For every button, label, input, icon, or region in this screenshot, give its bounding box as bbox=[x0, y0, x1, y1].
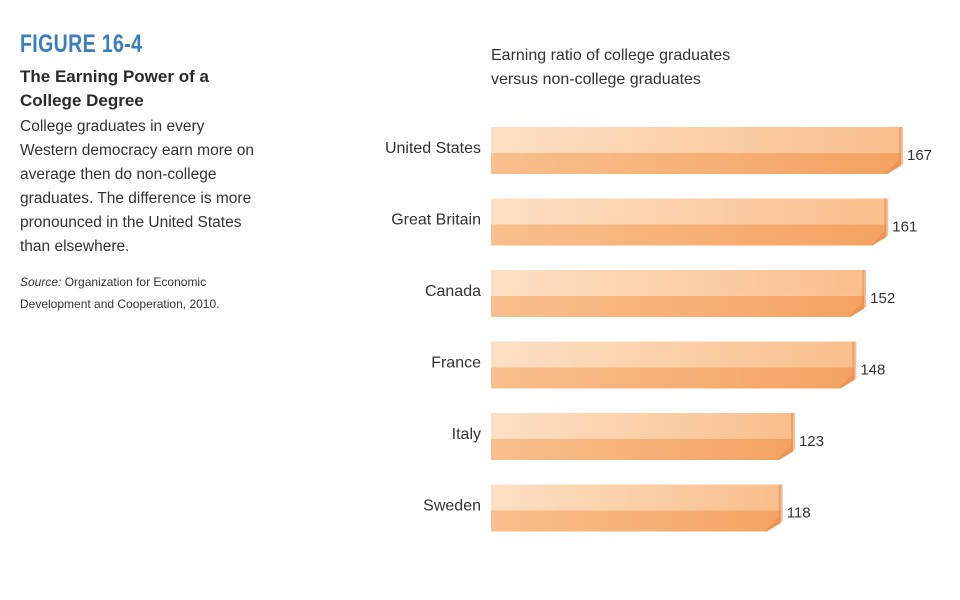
bar-shade bbox=[491, 152, 901, 174]
bar-series: United States 167 Great Britain 161 Canada 15… bbox=[385, 127, 932, 532]
data-label: 167 bbox=[907, 147, 932, 164]
bar-group: France 148 bbox=[431, 341, 885, 389]
figure-source: Source: Organization for Economic Develo… bbox=[20, 271, 260, 315]
data-label: 152 bbox=[870, 290, 895, 307]
category-label: United States bbox=[385, 140, 481, 157]
bar-group: Great Britain 161 bbox=[391, 198, 917, 246]
category-label: Sweden bbox=[423, 498, 481, 515]
chart-title-line: versus non-college graduates bbox=[491, 71, 701, 88]
figure-title: The Earning Power of a College Degree bbox=[20, 67, 209, 110]
bar bbox=[491, 127, 901, 153]
bar-shade bbox=[491, 224, 887, 246]
figure-caption: FIGURE 16-4 The Earning Power of a Colle… bbox=[20, 30, 265, 315]
bar bbox=[491, 413, 793, 439]
category-label: France bbox=[431, 355, 481, 372]
bar-shade bbox=[491, 510, 781, 532]
bar-group: Italy 123 bbox=[452, 413, 824, 460]
figure-description: College graduates in every Western democ… bbox=[20, 118, 255, 255]
bar-edge bbox=[838, 341, 857, 389]
chart-title-line: Earning ratio of college graduates bbox=[491, 47, 730, 64]
data-label: 148 bbox=[860, 362, 885, 379]
bar-shade bbox=[491, 295, 865, 317]
source-label: Source: bbox=[20, 275, 62, 289]
bar-group: United States 167 bbox=[385, 127, 932, 174]
bar-shade bbox=[491, 367, 855, 389]
category-label: Italy bbox=[452, 426, 481, 443]
chart-title: Earning ratio of college graduates versus… bbox=[491, 47, 730, 88]
figure-label: FIGURE 16-4 bbox=[20, 30, 143, 58]
source-text: Organization for Economic Development an… bbox=[20, 275, 220, 311]
bar-group: Sweden 118 bbox=[423, 484, 811, 532]
bar bbox=[491, 270, 865, 296]
bar bbox=[491, 198, 887, 225]
bar-edge bbox=[848, 270, 867, 317]
data-label: 118 bbox=[787, 505, 811, 522]
bar-edge bbox=[764, 484, 783, 532]
bar-edge bbox=[776, 413, 795, 460]
bar-edge bbox=[885, 127, 903, 174]
category-label: Canada bbox=[425, 283, 481, 300]
data-label: 161 bbox=[892, 219, 917, 236]
bar bbox=[491, 484, 781, 511]
bar-shade bbox=[491, 438, 793, 460]
bar-group: Canada 152 bbox=[425, 270, 895, 317]
bar-edge bbox=[870, 198, 889, 246]
bar bbox=[491, 341, 855, 368]
data-label: 123 bbox=[799, 433, 824, 450]
category-label: Great Britain bbox=[391, 212, 481, 229]
